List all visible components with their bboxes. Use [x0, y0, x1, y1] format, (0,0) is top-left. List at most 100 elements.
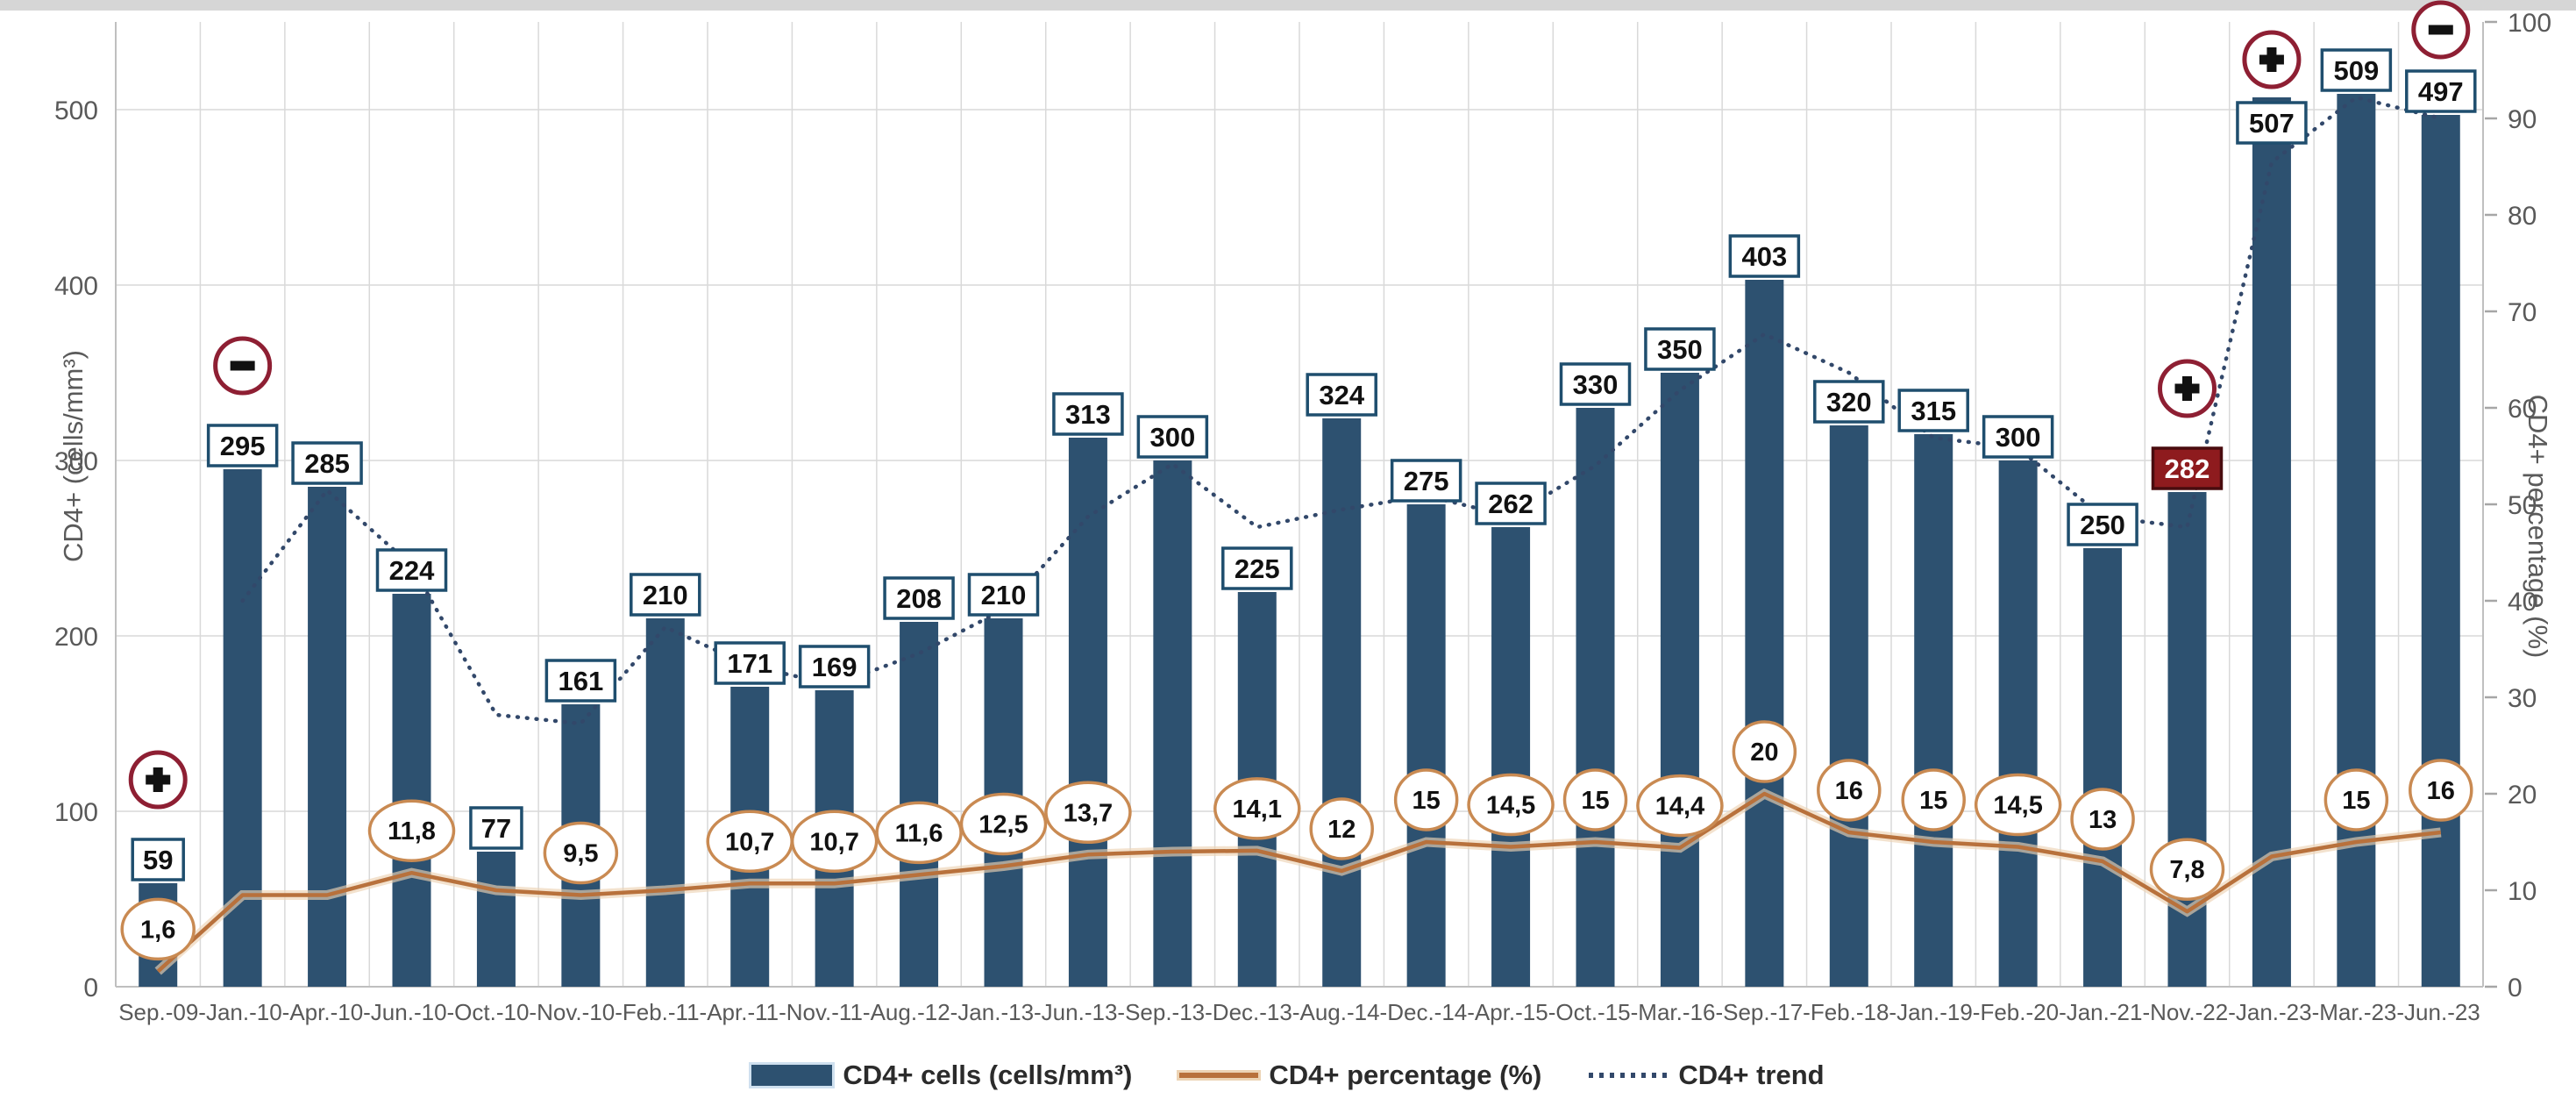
svg-text:262: 262 — [1488, 489, 1534, 519]
bar-value-label — [375, 548, 448, 592]
svg-text:500: 500 — [54, 96, 98, 125]
percentage-bubble — [1732, 720, 1797, 783]
svg-text:509: 509 — [2333, 55, 2379, 86]
percentage-bubble — [1562, 768, 1628, 831]
bar — [392, 594, 431, 987]
svg-text:100: 100 — [54, 798, 98, 827]
svg-text:15: 15 — [1413, 787, 1441, 815]
bar — [1998, 460, 2038, 987]
svg-text:225: 225 — [1235, 553, 1280, 584]
bar — [1322, 418, 1362, 987]
bar — [1068, 438, 1107, 987]
svg-text:10,7: 10,7 — [809, 828, 858, 856]
bar — [1829, 425, 1868, 987]
right-axis-title: CD4+ percentage (%) — [2523, 394, 2553, 659]
bar-value-label — [630, 573, 701, 617]
svg-text:400: 400 — [54, 272, 98, 301]
percentage-bubble — [120, 897, 196, 961]
svg-text:100: 100 — [2508, 9, 2551, 38]
legend-dotted-swatch-icon — [1589, 1073, 1669, 1078]
bar — [308, 487, 347, 987]
percentage-bubble — [367, 799, 456, 862]
svg-text:59: 59 — [143, 845, 173, 875]
svg-text:315: 315 — [1911, 396, 1956, 426]
legend-item-cd4-cells: CD4+ cells (cells/mm³) — [749, 1060, 1133, 1091]
svg-text:10,7: 10,7 — [725, 828, 774, 856]
svg-text:350: 350 — [1657, 334, 1703, 365]
legend: CD4+ cells (cells/mm³) CD4+ percentage (… — [0, 1049, 2576, 1102]
bar — [645, 618, 685, 987]
svg-text:171: 171 — [727, 648, 772, 679]
svg-text:16: 16 — [2427, 777, 2455, 805]
svg-text:13,7: 13,7 — [1064, 799, 1113, 827]
svg-text:282: 282 — [2165, 453, 2210, 484]
svg-text:210: 210 — [981, 580, 1027, 610]
svg-text:20: 20 — [1750, 739, 1778, 767]
svg-text:14,5: 14,5 — [1993, 792, 2042, 820]
bar-value-label — [1306, 373, 1377, 417]
percentage-bubble — [1213, 777, 1301, 840]
bar-value-label — [1813, 380, 1885, 424]
legend-item-cd4-percentage: CD4+ percentage (%) — [1179, 1060, 1541, 1091]
right-axis-ticks: 0 10 20 30 40 50 60 70 80 90 100 — [2485, 9, 2551, 1003]
svg-text:295: 295 — [220, 431, 266, 461]
bar-value-labels: 59 295 285 224 77 161 210 171 169 208 210 313 300 225… — [131, 48, 2477, 881]
bar — [1491, 527, 1531, 987]
bar — [1406, 504, 1446, 987]
svg-text:80: 80 — [2508, 202, 2537, 231]
svg-text:7,8: 7,8 — [2169, 856, 2204, 884]
svg-text:169: 169 — [812, 652, 857, 682]
bar-value-label — [2067, 503, 2138, 546]
svg-text:15: 15 — [1919, 787, 1947, 815]
svg-text:12,5: 12,5 — [978, 811, 1028, 839]
svg-text:30: 30 — [2508, 684, 2537, 713]
bar-value-label — [1559, 362, 1632, 406]
bar-value-label — [2236, 101, 2308, 145]
svg-text:210: 210 — [643, 580, 688, 610]
svg-text:12: 12 — [1327, 816, 1356, 844]
svg-text:200: 200 — [54, 623, 98, 652]
x-axis-labels: Sep.-09-Jan.-10-Apr.-10-Jun.-10-Oct.-10-… — [118, 999, 2480, 1025]
svg-text:50: 50 — [2508, 491, 2537, 520]
svg-text:224: 224 — [389, 555, 435, 586]
svg-text:403: 403 — [1741, 241, 1787, 272]
percentage-bubble — [1044, 781, 1132, 845]
percentage-bubble — [1467, 773, 1555, 837]
svg-text:161: 161 — [558, 666, 603, 696]
bar — [1660, 373, 1699, 987]
svg-text:250: 250 — [2080, 510, 2125, 540]
bar — [1745, 280, 1784, 987]
svg-text:14,1: 14,1 — [1233, 796, 1282, 824]
svg-text:208: 208 — [896, 583, 942, 614]
bar-value-label — [967, 573, 1040, 617]
svg-text:300: 300 — [1996, 422, 2041, 453]
legend-item-cd4-trend: CD4+ trend — [1589, 1060, 1825, 1091]
svg-text:20: 20 — [2508, 781, 2537, 810]
bar-value-label-alert — [2151, 446, 2224, 490]
percentage-bubble — [790, 810, 879, 874]
legend-label-cd4-cells: CD4+ cells (cells/mm³) — [843, 1060, 1133, 1090]
svg-text:11,8: 11,8 — [388, 817, 436, 846]
event-markers — [128, 0, 2471, 810]
svg-text:0: 0 — [83, 974, 98, 1003]
svg-text:275: 275 — [1404, 466, 1449, 496]
bar-value-label — [798, 645, 871, 689]
percentage-bubble — [2409, 759, 2473, 822]
bar — [2421, 115, 2460, 987]
svg-text:300: 300 — [1149, 422, 1195, 453]
bar-value-label — [1897, 389, 1969, 432]
bar-value-label — [1221, 546, 1293, 590]
percentage-bubble — [2070, 788, 2135, 851]
legend-label-cd4-percentage: CD4+ percentage (%) — [1269, 1060, 1542, 1090]
svg-text:324: 324 — [1319, 380, 1364, 410]
bar-value-label — [544, 659, 617, 703]
bar-value-label — [1728, 234, 1801, 278]
svg-text:507: 507 — [2249, 108, 2295, 139]
bar-value-label — [1475, 482, 1547, 525]
left-axis-ticks: 0 100 200 300 400 500 — [54, 96, 98, 1003]
svg-text:10: 10 — [2508, 877, 2537, 906]
bar — [2252, 97, 2291, 987]
bar — [2083, 548, 2123, 987]
svg-text:15: 15 — [1581, 787, 1609, 815]
